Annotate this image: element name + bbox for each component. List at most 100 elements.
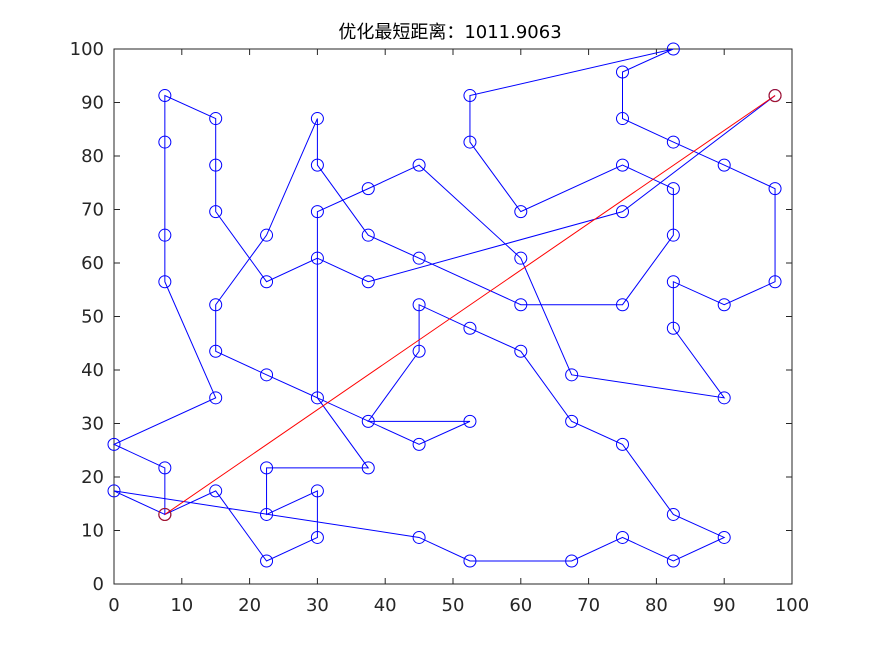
city-marker bbox=[209, 112, 223, 126]
city-marker bbox=[158, 135, 172, 149]
city-marker bbox=[666, 275, 680, 289]
city-marker bbox=[209, 344, 223, 358]
city-marker bbox=[666, 182, 680, 196]
city-marker bbox=[412, 158, 426, 172]
city-marker bbox=[463, 554, 477, 568]
city-marker bbox=[463, 321, 477, 335]
city-marker bbox=[260, 275, 274, 289]
city-marker bbox=[412, 298, 426, 312]
route-layer bbox=[112, 48, 776, 562]
x-tick-label: 40 bbox=[374, 595, 397, 616]
city-marker bbox=[310, 158, 324, 172]
city-marker bbox=[412, 437, 426, 451]
city-marker bbox=[209, 158, 223, 172]
city-marker bbox=[158, 461, 172, 475]
y-tick-label: 0 bbox=[93, 574, 104, 595]
city-marker bbox=[260, 554, 274, 568]
x-tick-label: 20 bbox=[238, 595, 261, 616]
city-marker bbox=[565, 414, 579, 428]
city-marker bbox=[616, 530, 629, 544]
city-marker bbox=[361, 461, 375, 475]
city-marker bbox=[158, 89, 172, 103]
city-marker bbox=[310, 251, 324, 265]
city-marker bbox=[666, 507, 680, 521]
city-marker bbox=[514, 205, 528, 219]
city-marker bbox=[361, 228, 375, 242]
city-marker bbox=[107, 484, 121, 498]
x-tick-label: 70 bbox=[577, 595, 600, 616]
city-marker bbox=[310, 484, 324, 498]
city-marker bbox=[107, 437, 121, 451]
y-tick-label: 40 bbox=[81, 360, 104, 381]
y-tick-label: 60 bbox=[81, 253, 104, 274]
y-tick-label: 30 bbox=[81, 414, 104, 435]
city-marker bbox=[514, 251, 528, 265]
x-tick-label: 50 bbox=[442, 595, 465, 616]
x-tick-label: 30 bbox=[306, 595, 329, 616]
x-tick-label: 10 bbox=[170, 595, 193, 616]
end-marker bbox=[768, 88, 782, 103]
y-tick-label: 90 bbox=[81, 93, 104, 114]
city-marker bbox=[666, 554, 680, 568]
city-marker bbox=[260, 461, 274, 475]
chart-title: 优化最短距离：1011.9063 bbox=[338, 22, 561, 43]
x-tick-label: 90 bbox=[713, 595, 736, 616]
city-marker bbox=[158, 275, 172, 289]
city-marker bbox=[209, 484, 223, 498]
x-tick-label: 60 bbox=[509, 595, 532, 616]
city-marker bbox=[666, 321, 680, 335]
city-marker bbox=[768, 275, 782, 289]
y-tick-label: 100 bbox=[70, 39, 104, 60]
marker-layer bbox=[107, 42, 782, 568]
city-marker bbox=[565, 368, 579, 382]
start-marker bbox=[158, 507, 172, 522]
city-marker bbox=[717, 158, 731, 172]
city-marker bbox=[209, 391, 223, 405]
city-marker bbox=[565, 554, 579, 568]
city-marker bbox=[616, 437, 629, 451]
city-marker bbox=[310, 205, 324, 219]
city-marker bbox=[616, 112, 629, 126]
city-marker bbox=[361, 414, 375, 428]
city-marker bbox=[463, 89, 477, 103]
city-marker bbox=[310, 530, 324, 544]
city-marker bbox=[310, 391, 324, 405]
city-marker bbox=[616, 158, 629, 172]
y-tick-label: 50 bbox=[81, 307, 104, 328]
city-marker bbox=[463, 414, 477, 428]
city-marker bbox=[666, 228, 680, 242]
city-marker bbox=[361, 182, 375, 196]
city-marker bbox=[717, 391, 731, 405]
city-marker bbox=[616, 65, 629, 79]
y-tick-label: 70 bbox=[81, 200, 104, 221]
city-marker bbox=[514, 298, 528, 312]
city-marker bbox=[412, 251, 426, 265]
city-marker bbox=[514, 344, 528, 358]
x-axis: 0 10 20 30 40 50 60 70 80 90 100 bbox=[108, 49, 809, 616]
y-tick-label: 10 bbox=[81, 521, 104, 542]
route-line bbox=[112, 48, 776, 562]
city-marker bbox=[616, 298, 629, 312]
city-marker bbox=[260, 368, 274, 382]
city-marker bbox=[666, 135, 680, 149]
city-marker bbox=[260, 507, 274, 521]
city-marker bbox=[412, 344, 426, 358]
city-marker bbox=[768, 182, 782, 196]
x-tick-label: 100 bbox=[775, 595, 809, 616]
x-tick-label: 0 bbox=[108, 595, 119, 616]
city-marker bbox=[666, 42, 680, 56]
city-marker bbox=[260, 228, 274, 242]
city-marker bbox=[209, 298, 223, 312]
city-marker bbox=[361, 275, 375, 289]
y-tick-label: 80 bbox=[81, 146, 104, 167]
y-tick-label: 20 bbox=[81, 467, 104, 488]
y-axis: 0 10 20 30 40 50 60 70 80 90 100 bbox=[70, 39, 792, 595]
city-marker bbox=[158, 228, 172, 242]
city-marker bbox=[412, 530, 426, 544]
city-marker bbox=[310, 112, 324, 126]
city-marker bbox=[616, 205, 629, 219]
city-marker bbox=[209, 205, 223, 219]
start-end-line bbox=[164, 95, 776, 515]
